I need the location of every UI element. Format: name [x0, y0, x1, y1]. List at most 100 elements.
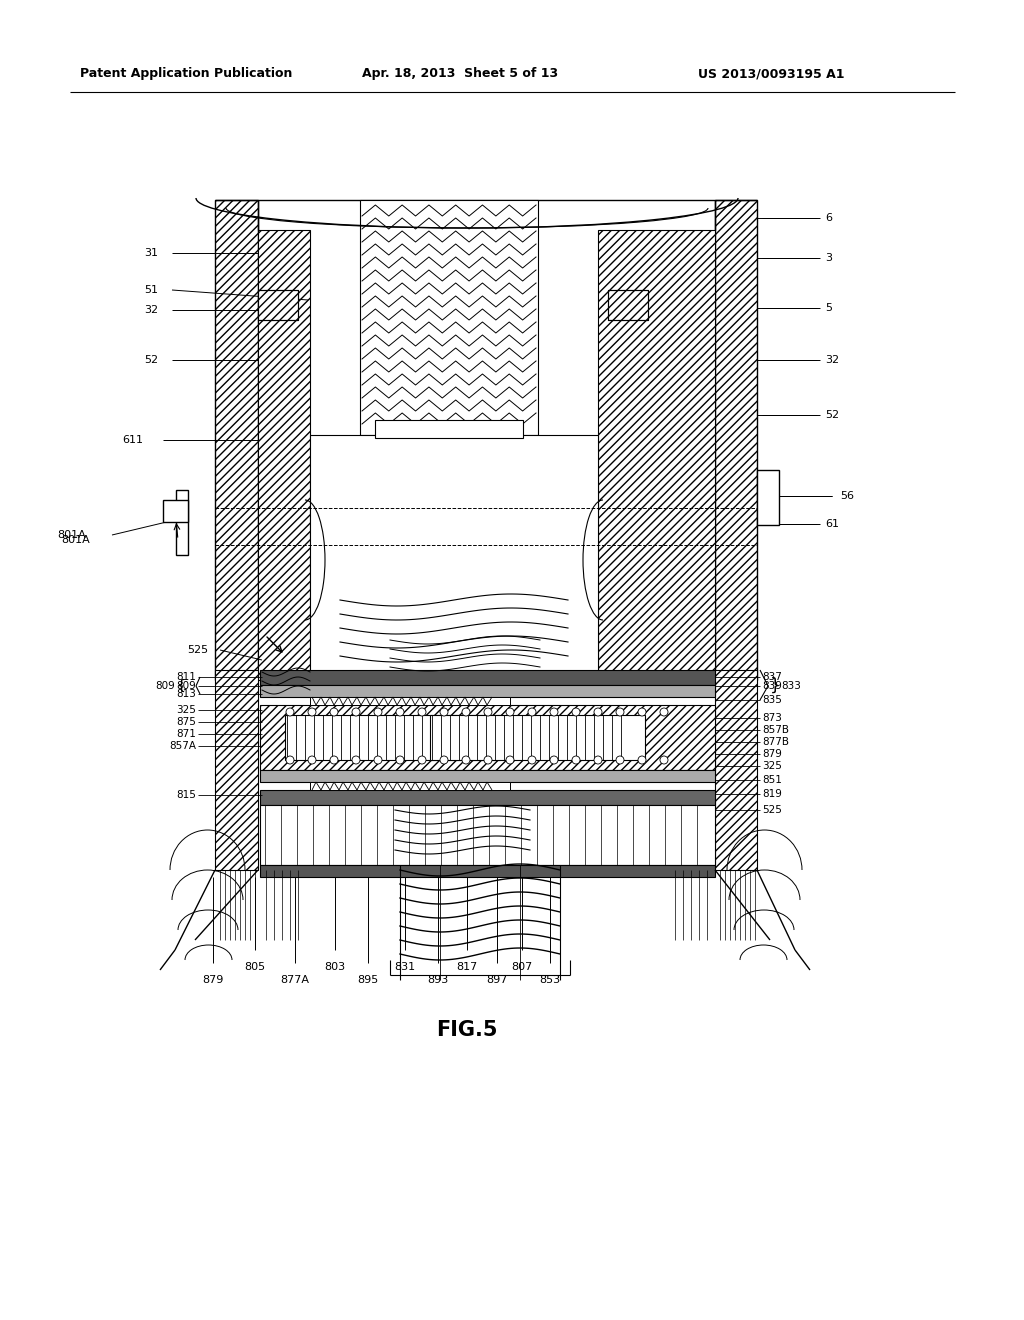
- Text: 819: 819: [762, 789, 782, 799]
- Circle shape: [572, 708, 580, 715]
- Circle shape: [638, 708, 646, 715]
- Text: 6: 6: [825, 213, 831, 223]
- Circle shape: [308, 708, 316, 715]
- Bar: [215, 671, 258, 870]
- Circle shape: [374, 756, 382, 764]
- Text: 52: 52: [825, 411, 839, 420]
- Text: 851: 851: [762, 775, 782, 785]
- Text: 837: 837: [762, 672, 782, 682]
- Text: 839: 839: [762, 681, 782, 690]
- Bar: [715, 671, 757, 870]
- Text: 857A: 857A: [169, 741, 196, 751]
- Circle shape: [462, 756, 470, 764]
- Circle shape: [418, 708, 426, 715]
- Circle shape: [286, 756, 294, 764]
- Text: 877A: 877A: [281, 975, 309, 985]
- Text: 875: 875: [176, 717, 196, 727]
- Text: 835: 835: [762, 696, 782, 705]
- Text: 61: 61: [825, 519, 839, 529]
- Text: 31: 31: [144, 248, 158, 257]
- Bar: [608, 290, 648, 319]
- Text: {: {: [176, 678, 185, 693]
- Circle shape: [484, 756, 492, 764]
- Circle shape: [594, 756, 602, 764]
- Bar: [260, 671, 715, 685]
- Text: 879: 879: [762, 748, 782, 759]
- Text: 801A: 801A: [61, 535, 90, 545]
- Bar: [608, 290, 648, 319]
- Text: 857B: 857B: [762, 725, 790, 735]
- Bar: [310, 781, 510, 789]
- Bar: [260, 789, 715, 805]
- Bar: [310, 697, 510, 705]
- Circle shape: [572, 756, 580, 764]
- Text: 803: 803: [325, 962, 345, 972]
- Text: US 2013/0093195 A1: US 2013/0093195 A1: [698, 67, 845, 81]
- Text: FIG.5: FIG.5: [436, 1020, 498, 1040]
- Text: 833: 833: [781, 681, 801, 690]
- Circle shape: [550, 708, 558, 715]
- Text: 525: 525: [186, 645, 208, 655]
- Text: 815: 815: [176, 789, 196, 800]
- Text: 853: 853: [540, 975, 560, 985]
- Text: 3: 3: [825, 253, 831, 263]
- Circle shape: [660, 708, 668, 715]
- Text: 32: 32: [825, 355, 839, 366]
- Bar: [430, 715, 645, 760]
- Circle shape: [638, 756, 646, 764]
- Text: 809: 809: [176, 681, 196, 690]
- Text: 5: 5: [825, 304, 831, 313]
- Circle shape: [616, 708, 624, 715]
- Bar: [260, 685, 715, 697]
- Circle shape: [440, 756, 449, 764]
- Bar: [360, 201, 538, 436]
- Text: 325: 325: [762, 762, 782, 771]
- Text: 817: 817: [457, 962, 477, 972]
- Circle shape: [484, 708, 492, 715]
- Bar: [375, 420, 523, 438]
- Text: 895: 895: [357, 975, 379, 985]
- Circle shape: [330, 756, 338, 764]
- Text: 873: 873: [762, 713, 782, 723]
- Circle shape: [506, 708, 514, 715]
- Circle shape: [616, 756, 624, 764]
- Bar: [215, 201, 258, 680]
- Bar: [258, 290, 298, 319]
- Circle shape: [396, 708, 404, 715]
- Text: 32: 32: [144, 305, 158, 315]
- Text: 56: 56: [840, 491, 854, 502]
- Bar: [310, 436, 598, 680]
- Text: 877B: 877B: [762, 737, 790, 747]
- Circle shape: [330, 708, 338, 715]
- Bar: [258, 230, 310, 680]
- Text: 813: 813: [176, 689, 196, 700]
- Circle shape: [528, 708, 536, 715]
- Bar: [260, 805, 715, 865]
- Circle shape: [462, 708, 470, 715]
- Text: Patent Application Publication: Patent Application Publication: [80, 67, 293, 81]
- Circle shape: [660, 756, 668, 764]
- Bar: [598, 230, 715, 680]
- Text: 831: 831: [394, 962, 416, 972]
- Bar: [285, 715, 500, 760]
- Circle shape: [374, 708, 382, 715]
- Bar: [757, 470, 779, 525]
- Bar: [163, 500, 188, 521]
- Text: 51: 51: [144, 285, 158, 294]
- Bar: [176, 490, 188, 554]
- Bar: [260, 705, 715, 770]
- Circle shape: [308, 756, 316, 764]
- Circle shape: [528, 756, 536, 764]
- Text: 325: 325: [176, 705, 196, 715]
- Text: 871: 871: [176, 729, 196, 739]
- Bar: [715, 201, 757, 680]
- Text: 811: 811: [176, 672, 196, 682]
- Text: 893: 893: [427, 975, 449, 985]
- Text: Apr. 18, 2013  Sheet 5 of 13: Apr. 18, 2013 Sheet 5 of 13: [362, 67, 558, 81]
- Text: 809: 809: [156, 681, 175, 690]
- Bar: [260, 770, 715, 781]
- Circle shape: [396, 756, 404, 764]
- Circle shape: [440, 708, 449, 715]
- Text: }: }: [770, 677, 780, 696]
- Text: 52: 52: [144, 355, 158, 366]
